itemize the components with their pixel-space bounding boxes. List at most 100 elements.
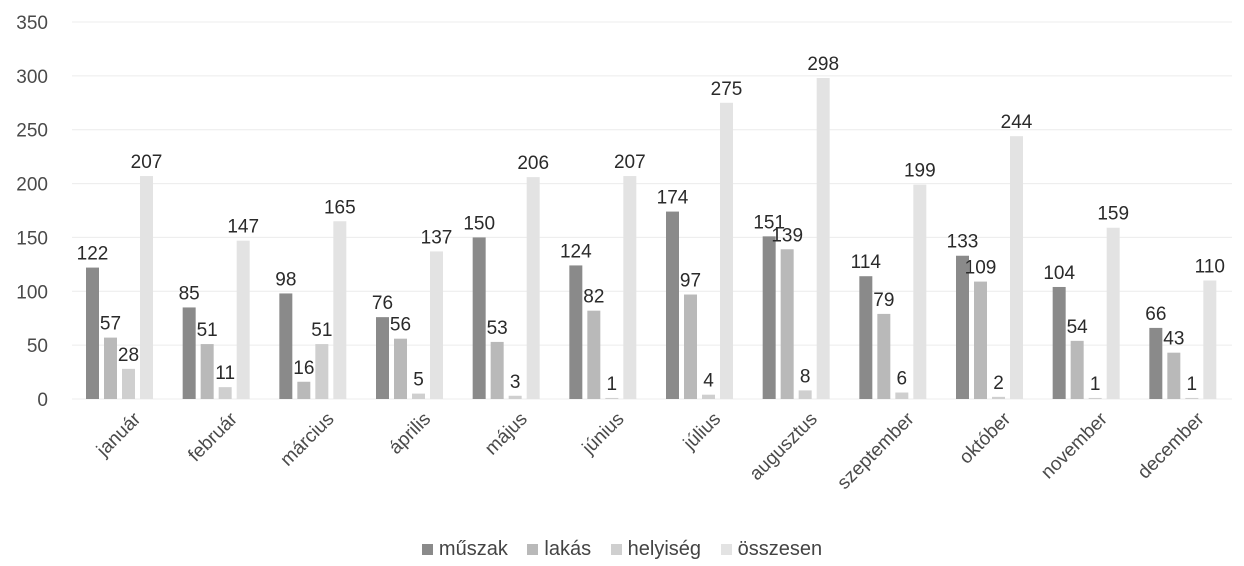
bar-muszak-december [1149, 327, 1163, 399]
data-label-helyiseg-februar: 11 [215, 363, 235, 384]
legend-item-helyiseg: helyiség [610, 538, 702, 561]
bar-osszesen-februar [236, 240, 250, 399]
x-tick-label-majus: május [481, 409, 532, 460]
data-label-lakas-majus: 53 [487, 318, 508, 339]
bar-muszak-november [1052, 286, 1066, 399]
bar-helyiseg-marcius [315, 344, 329, 399]
bar-muszak-augusztus [762, 236, 776, 399]
data-label-muszak-januar: 122 [77, 244, 109, 265]
data-label-osszesen-november: 159 [1097, 204, 1129, 225]
bar-lakas-november [1070, 340, 1084, 399]
bar-muszak-januar [86, 267, 99, 399]
data-label-muszak-marcius: 98 [275, 269, 296, 290]
bar-helyiseg-december [1185, 397, 1199, 399]
data-label-muszak-szeptember: 114 [851, 252, 882, 273]
bar-muszak-majus [472, 237, 486, 399]
bar-lakas-aprilis [394, 338, 407, 399]
y-tick-label: 300 [16, 67, 48, 88]
bar-lakas-julius [684, 294, 697, 399]
bar-muszak-junius [569, 265, 583, 399]
bar-lakas-december [1167, 352, 1181, 399]
y-tick-label: 150 [16, 228, 48, 249]
bar-osszesen-majus [526, 177, 540, 399]
data-label-lakas-december: 43 [1163, 329, 1184, 350]
bar-muszak-februar [182, 307, 196, 399]
y-tick-label: 350 [16, 13, 48, 34]
data-label-muszak-julius: 174 [657, 188, 689, 209]
data-label-muszak-junius: 124 [560, 241, 592, 262]
bar-muszak-julius [666, 211, 679, 399]
x-tick-label-oktober: október [955, 408, 1015, 468]
data-label-lakas-junius: 82 [583, 287, 604, 308]
bar-helyiseg-aprilis [412, 393, 425, 399]
data-label-osszesen-december: 110 [1195, 257, 1225, 278]
legend-label-muszak: műszak [438, 538, 508, 560]
bar-lakas-augusztus [780, 249, 794, 399]
data-label-muszak-november: 104 [1043, 263, 1075, 284]
bar-lakas-januar [104, 337, 117, 399]
bar-muszak-aprilis [376, 317, 389, 399]
x-tick-label-julius: július [679, 409, 725, 455]
data-label-helyiseg-junius: 1 [607, 374, 618, 395]
data-label-lakas-augusztus: 139 [771, 225, 803, 246]
legend-label-helyiseg: helyiség [627, 538, 702, 560]
bar-lakas-majus [490, 341, 504, 399]
data-label-helyiseg-aprilis: 5 [413, 370, 424, 391]
legend: műszak lakás helyiség összesen [0, 538, 1244, 561]
bar-helyiseg-januar [122, 368, 135, 399]
x-axis: január február március április május június jú… [92, 408, 1209, 494]
x-tick-label-augusztus: augusztus [746, 409, 822, 485]
legend-item-lakas: lakás [527, 538, 591, 561]
x-tick-label-november: november [1037, 408, 1112, 483]
bar-osszesen-szeptember [913, 184, 927, 399]
gridlines [72, 21, 1232, 400]
bar-osszesen-augusztus [816, 78, 830, 400]
data-label-osszesen-marcius: 165 [324, 197, 356, 218]
bar-lakas-oktober [974, 281, 987, 399]
bar-osszesen-julius [720, 102, 733, 400]
data-label-helyiseg-december: 1 [1187, 374, 1198, 395]
bar-helyiseg-junius [605, 397, 619, 399]
bar-lakas-junius [587, 310, 601, 399]
bar-helyiseg-november [1088, 397, 1102, 399]
legend-swatch-lakas [527, 544, 539, 555]
bar-helyiseg-julius [702, 394, 715, 399]
x-tick-label-januar: január [92, 408, 145, 461]
y-tick-label: 100 [16, 282, 48, 303]
data-label-muszak-aprilis: 76 [372, 293, 393, 314]
legend-swatch-helyiseg [610, 544, 622, 555]
data-label-helyiseg-oktober: 2 [993, 373, 1004, 394]
data-label-muszak-oktober: 133 [947, 232, 979, 253]
y-tick-label: 250 [16, 121, 48, 142]
data-label-helyiseg-majus: 3 [510, 372, 521, 393]
bar-helyiseg-oktober [992, 396, 1005, 399]
bar-lakas-februar [200, 344, 214, 399]
bar-osszesen-aprilis [430, 251, 443, 399]
bar-osszesen-januar [140, 176, 153, 399]
legend-swatch-osszesen [720, 544, 732, 555]
x-tick-label-marcius: március [277, 409, 339, 471]
data-label-osszesen-szeptember: 199 [904, 161, 936, 182]
data-label-osszesen-januar: 207 [131, 152, 163, 173]
bar-osszesen-december [1203, 280, 1217, 399]
data-label-osszesen-augusztus: 298 [807, 54, 839, 75]
x-tick-label-szeptember: szeptember [833, 408, 919, 494]
data-label-muszak-februar: 85 [179, 283, 200, 304]
y-tick-label: 200 [16, 175, 48, 196]
bar-lakas-szeptember [877, 313, 891, 399]
legend-label-lakas: lakás [544, 538, 592, 560]
y-tick-label: 0 [37, 390, 48, 411]
bar-lakas-marcius [297, 381, 311, 399]
bar-osszesen-oktober [1010, 136, 1023, 400]
bar-helyiseg-szeptember [895, 392, 909, 399]
data-label-helyiseg-szeptember: 6 [897, 369, 908, 390]
y-axis: 0 50 100 150 200 250 300 350 [16, 13, 48, 411]
x-tick-label-aprilis: április [385, 409, 435, 459]
data-label-lakas-aprilis: 56 [390, 315, 411, 336]
x-tick-label-december: december [1134, 408, 1209, 483]
data-label-helyiseg-marcius: 51 [311, 320, 332, 341]
data-labels: 1225728207855111147981651165765651371505… [77, 54, 1225, 395]
bar-helyiseg-majus [508, 395, 522, 399]
data-label-lakas-januar: 57 [100, 314, 121, 335]
